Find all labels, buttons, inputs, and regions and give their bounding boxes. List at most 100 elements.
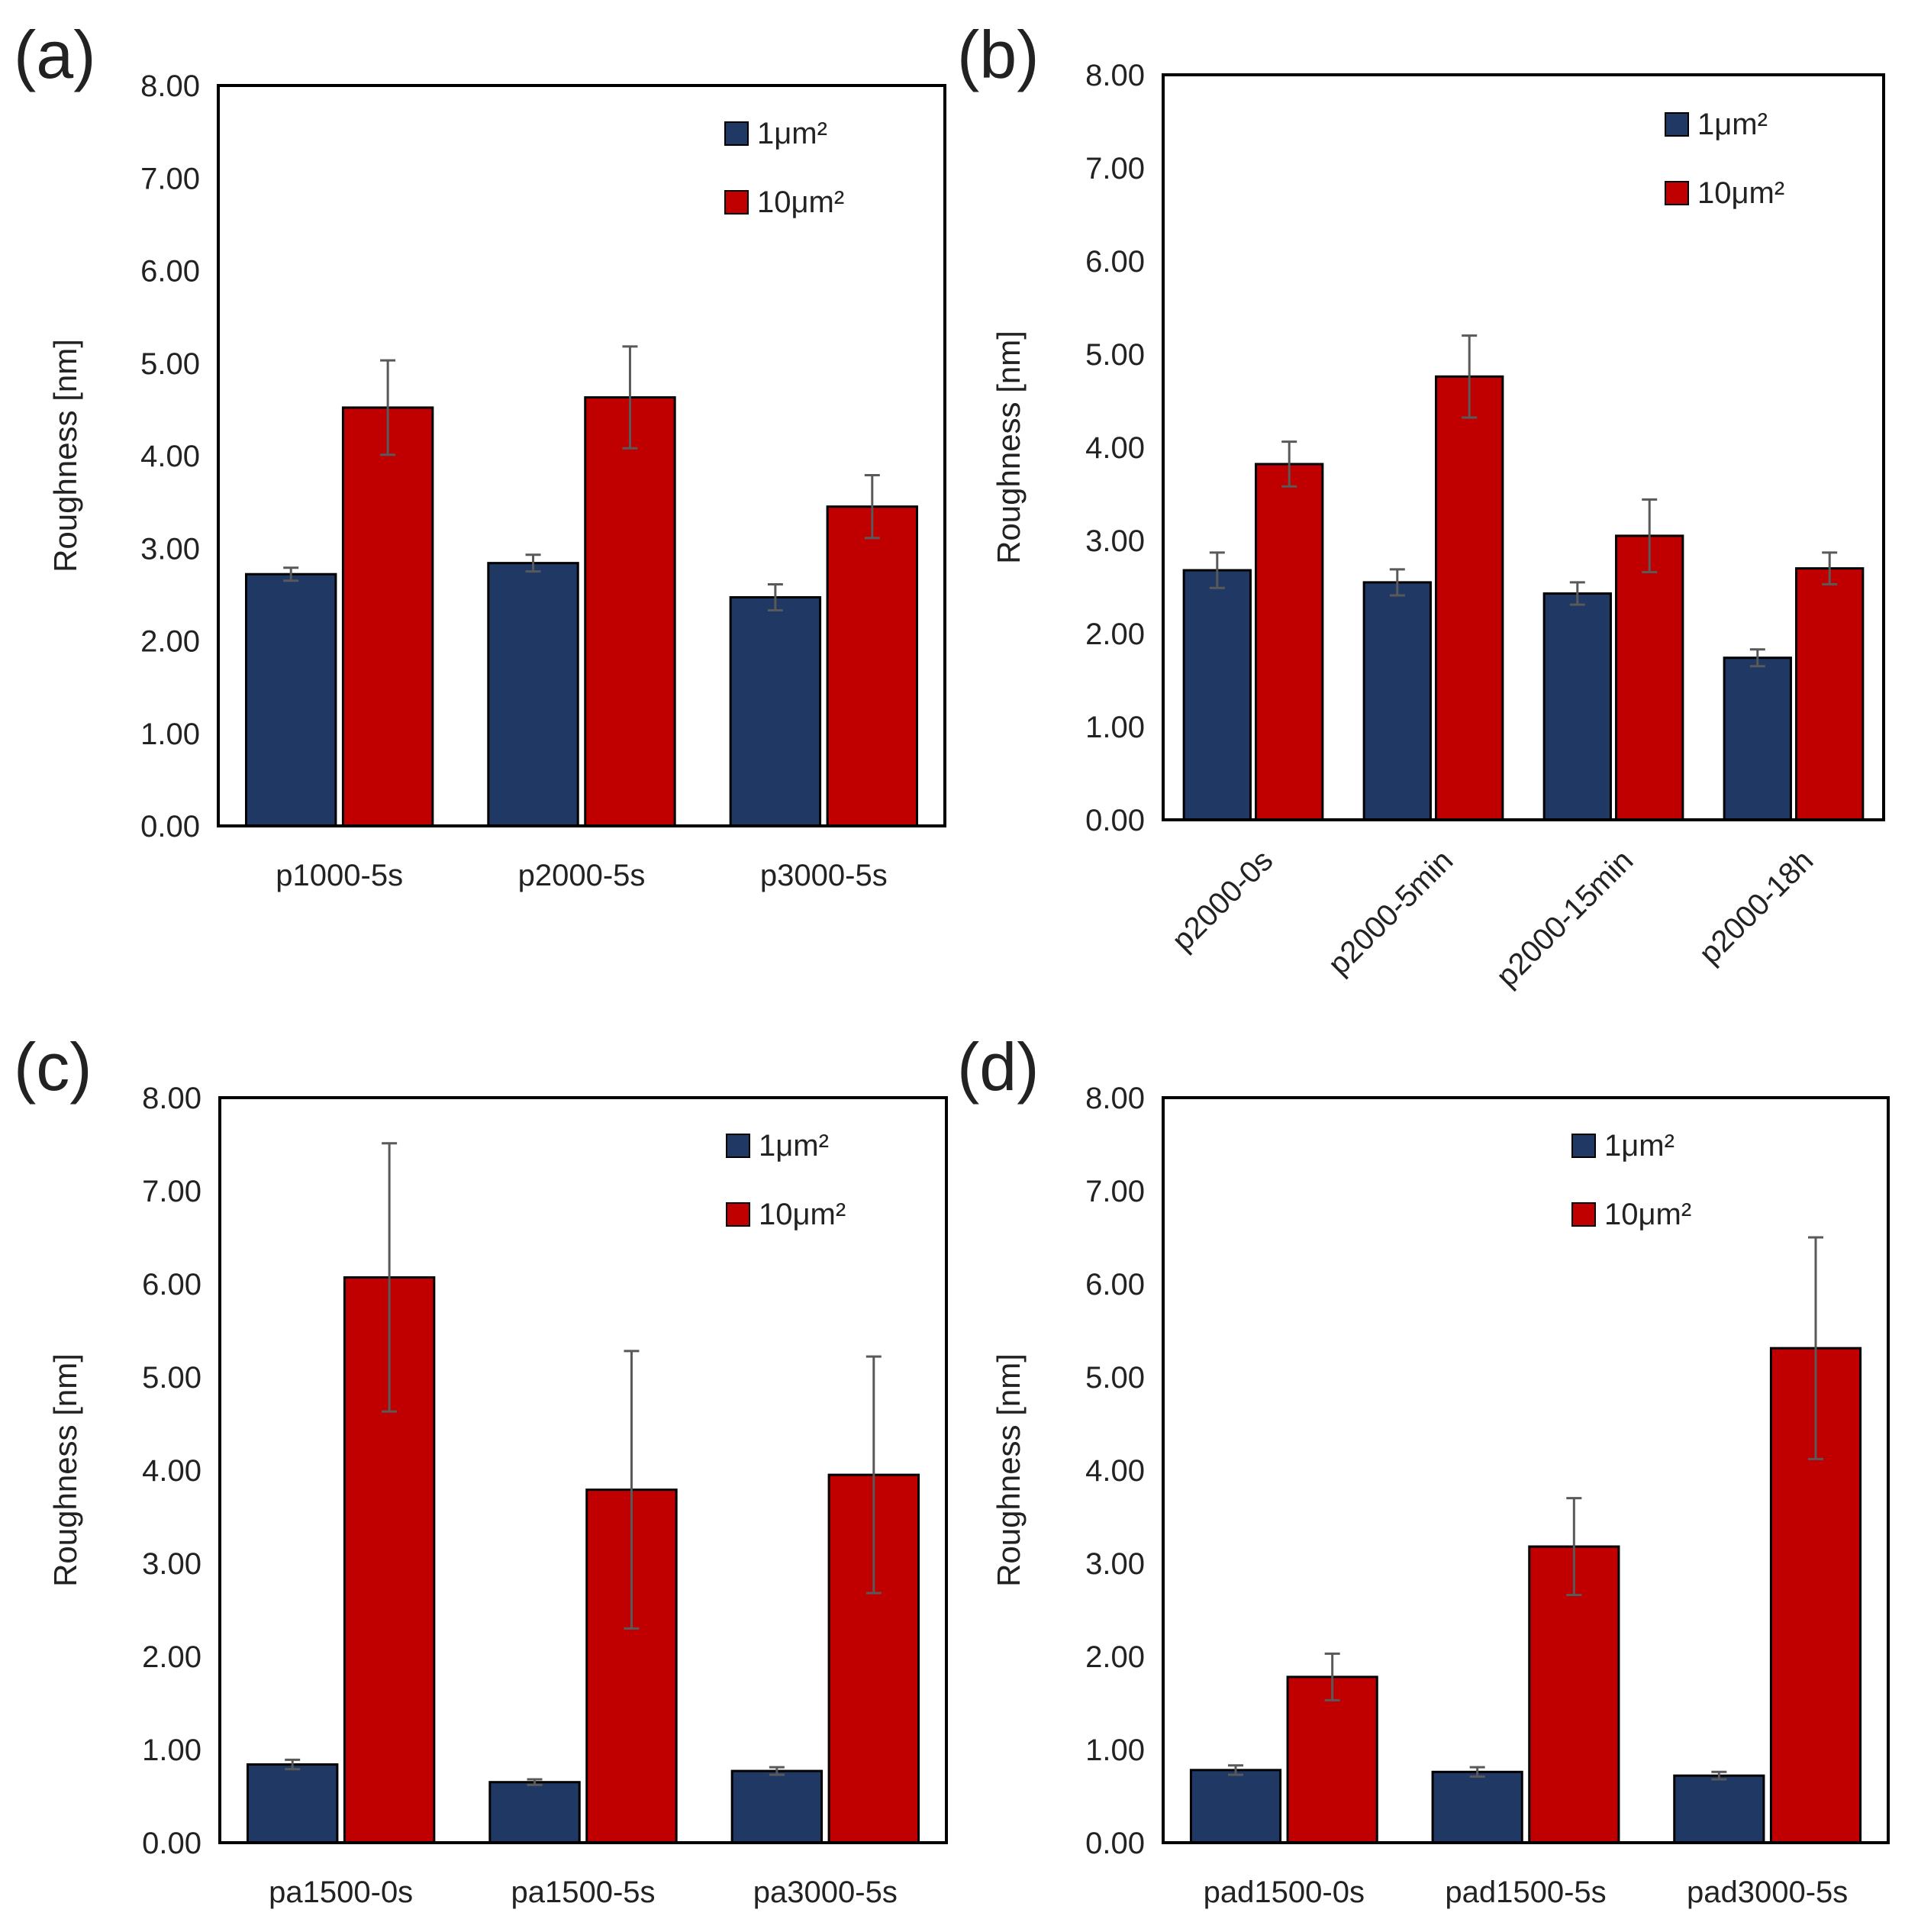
y-tick-label: 2.00 bbox=[140, 625, 200, 659]
y-tick-label: 0.00 bbox=[142, 1827, 201, 1860]
legend-swatch bbox=[726, 1202, 750, 1227]
y-tick-label: 7.00 bbox=[1085, 152, 1145, 185]
y-tick-label: 4.00 bbox=[142, 1454, 201, 1488]
x-tick-label: pa1500-0s bbox=[269, 1876, 413, 1909]
legend-label: 1μm² bbox=[1604, 1129, 1675, 1163]
y-tick-label: 4.00 bbox=[1085, 431, 1145, 465]
legend-swatch bbox=[1571, 1202, 1596, 1227]
bar bbox=[341, 406, 434, 827]
y-tick-label: 1.00 bbox=[1085, 711, 1145, 744]
x-tick-label: p1000-5s bbox=[276, 859, 403, 892]
bar bbox=[826, 505, 919, 827]
plot-frame bbox=[1162, 1096, 1890, 1844]
bar bbox=[1795, 567, 1865, 821]
y-tick-label: 8.00 bbox=[1085, 59, 1145, 92]
y-tick-label: 0.00 bbox=[140, 810, 200, 843]
plot-frame bbox=[218, 1096, 948, 1844]
legend-swatch bbox=[1665, 112, 1689, 137]
bar bbox=[584, 396, 676, 827]
x-tick-label: pa3000-5s bbox=[753, 1876, 898, 1909]
y-tick-label: 6.00 bbox=[140, 255, 200, 289]
y-tick-label: 6.00 bbox=[1085, 1268, 1145, 1301]
legend-label: 10μm² bbox=[759, 1198, 846, 1231]
y-tick-label: 6.00 bbox=[142, 1268, 201, 1301]
legend-label: 10μm² bbox=[757, 185, 844, 219]
y-tick-label: 1.00 bbox=[142, 1734, 201, 1767]
y-tick-label: 2.00 bbox=[1085, 1640, 1145, 1674]
chart-panel-4: (d) 0.00 1.00 2.00 3.00 4.00 5.00 6.00 7.00 8.00 R… bbox=[957, 1029, 1890, 1909]
y-tick-label: 1.00 bbox=[140, 718, 200, 751]
y-tick-label: 2.00 bbox=[142, 1640, 201, 1674]
y-tick-label: 3.00 bbox=[140, 532, 200, 566]
bar bbox=[1673, 1774, 1765, 1844]
bar bbox=[1723, 656, 1792, 821]
y-tick-label: 4.00 bbox=[140, 440, 200, 473]
y-tick-label: 4.00 bbox=[1085, 1454, 1145, 1488]
x-tick-label: p3000-5s bbox=[760, 859, 888, 892]
plot-frame bbox=[1162, 73, 1885, 821]
bar bbox=[730, 1769, 824, 1844]
x-tick-label: pa1500-5s bbox=[511, 1876, 655, 1909]
x-tick-label: pad1500-5s bbox=[1445, 1876, 1606, 1909]
y-tick-label: 3.00 bbox=[142, 1547, 201, 1581]
bar bbox=[729, 596, 822, 827]
legend-label: 1μm² bbox=[759, 1129, 829, 1163]
chart-panel-3: (c) 0.00 1.00 2.00 3.00 4.00 5.00 6.00 7.00 8.00 R… bbox=[14, 1029, 948, 1909]
legend-swatch bbox=[1665, 181, 1689, 205]
chart-panel-2: (b) 0.00 1.00 2.00 3.00 4.00 5.00 6.00 7.00 8.00 R… bbox=[957, 17, 1885, 993]
y-tick-label: 5.00 bbox=[1085, 338, 1145, 372]
y-tick-label: 0.00 bbox=[1085, 1827, 1145, 1860]
x-tick-label: pad1500-0s bbox=[1204, 1876, 1365, 1909]
y-axis-label: Roughness [nm] bbox=[991, 331, 1027, 564]
legend-swatch bbox=[1571, 1134, 1596, 1158]
panel-label: (d) bbox=[957, 1029, 1040, 1105]
y-axis-label: Roughness [nm] bbox=[47, 339, 83, 573]
y-tick-label: 5.00 bbox=[1085, 1361, 1145, 1395]
y-tick-label: 8.00 bbox=[142, 1082, 201, 1115]
y-tick-label: 5.00 bbox=[140, 347, 200, 381]
bar bbox=[1542, 592, 1612, 821]
x-tick-label: pad3000-5s bbox=[1687, 1876, 1848, 1909]
y-tick-label: 5.00 bbox=[142, 1361, 201, 1395]
y-tick-label: 3.00 bbox=[1085, 1547, 1145, 1581]
bar bbox=[244, 573, 337, 827]
y-tick-label: 8.00 bbox=[1085, 1082, 1145, 1115]
bar bbox=[1286, 1676, 1378, 1844]
y-tick-label: 0.00 bbox=[1085, 804, 1145, 837]
legend-swatch bbox=[724, 190, 749, 214]
bar bbox=[487, 562, 579, 827]
bar bbox=[1255, 463, 1324, 821]
legend-swatch bbox=[724, 121, 749, 146]
y-tick-label: 6.00 bbox=[1085, 245, 1145, 279]
y-tick-label: 7.00 bbox=[140, 162, 200, 195]
bar bbox=[1615, 534, 1684, 821]
plot-frame bbox=[217, 84, 946, 827]
legend-label: 1μm² bbox=[757, 117, 827, 150]
panel-label: (c) bbox=[14, 1029, 92, 1105]
legend-swatch bbox=[726, 1134, 750, 1158]
bar bbox=[1362, 581, 1432, 821]
y-axis-label: Roughness [nm] bbox=[991, 1353, 1027, 1587]
bar bbox=[1182, 569, 1252, 821]
bar bbox=[1189, 1769, 1282, 1844]
y-tick-label: 7.00 bbox=[142, 1175, 201, 1208]
bar bbox=[1431, 1770, 1523, 1844]
panel-label: (a) bbox=[14, 17, 96, 92]
x-tick-label: p2000-5s bbox=[518, 859, 646, 892]
y-tick-label: 2.00 bbox=[1085, 618, 1145, 651]
y-axis-label: Roughness [nm] bbox=[47, 1353, 83, 1587]
chart-panel-1: (a) 0.00 1.00 2.00 3.00 4.00 5.00 6.00 7.00 8.00 R… bbox=[14, 17, 946, 892]
bar bbox=[246, 1763, 339, 1844]
y-tick-label: 3.00 bbox=[1085, 524, 1145, 558]
legend-label: 1μm² bbox=[1697, 108, 1768, 141]
panel-label: (b) bbox=[957, 17, 1040, 92]
bar bbox=[488, 1781, 581, 1844]
bar bbox=[1435, 375, 1504, 821]
legend-label: 10μm² bbox=[1697, 176, 1784, 210]
y-tick-label: 8.00 bbox=[140, 69, 200, 103]
y-tick-label: 7.00 bbox=[1085, 1175, 1145, 1208]
legend-label: 10μm² bbox=[1604, 1198, 1691, 1231]
y-tick-label: 1.00 bbox=[1085, 1734, 1145, 1767]
